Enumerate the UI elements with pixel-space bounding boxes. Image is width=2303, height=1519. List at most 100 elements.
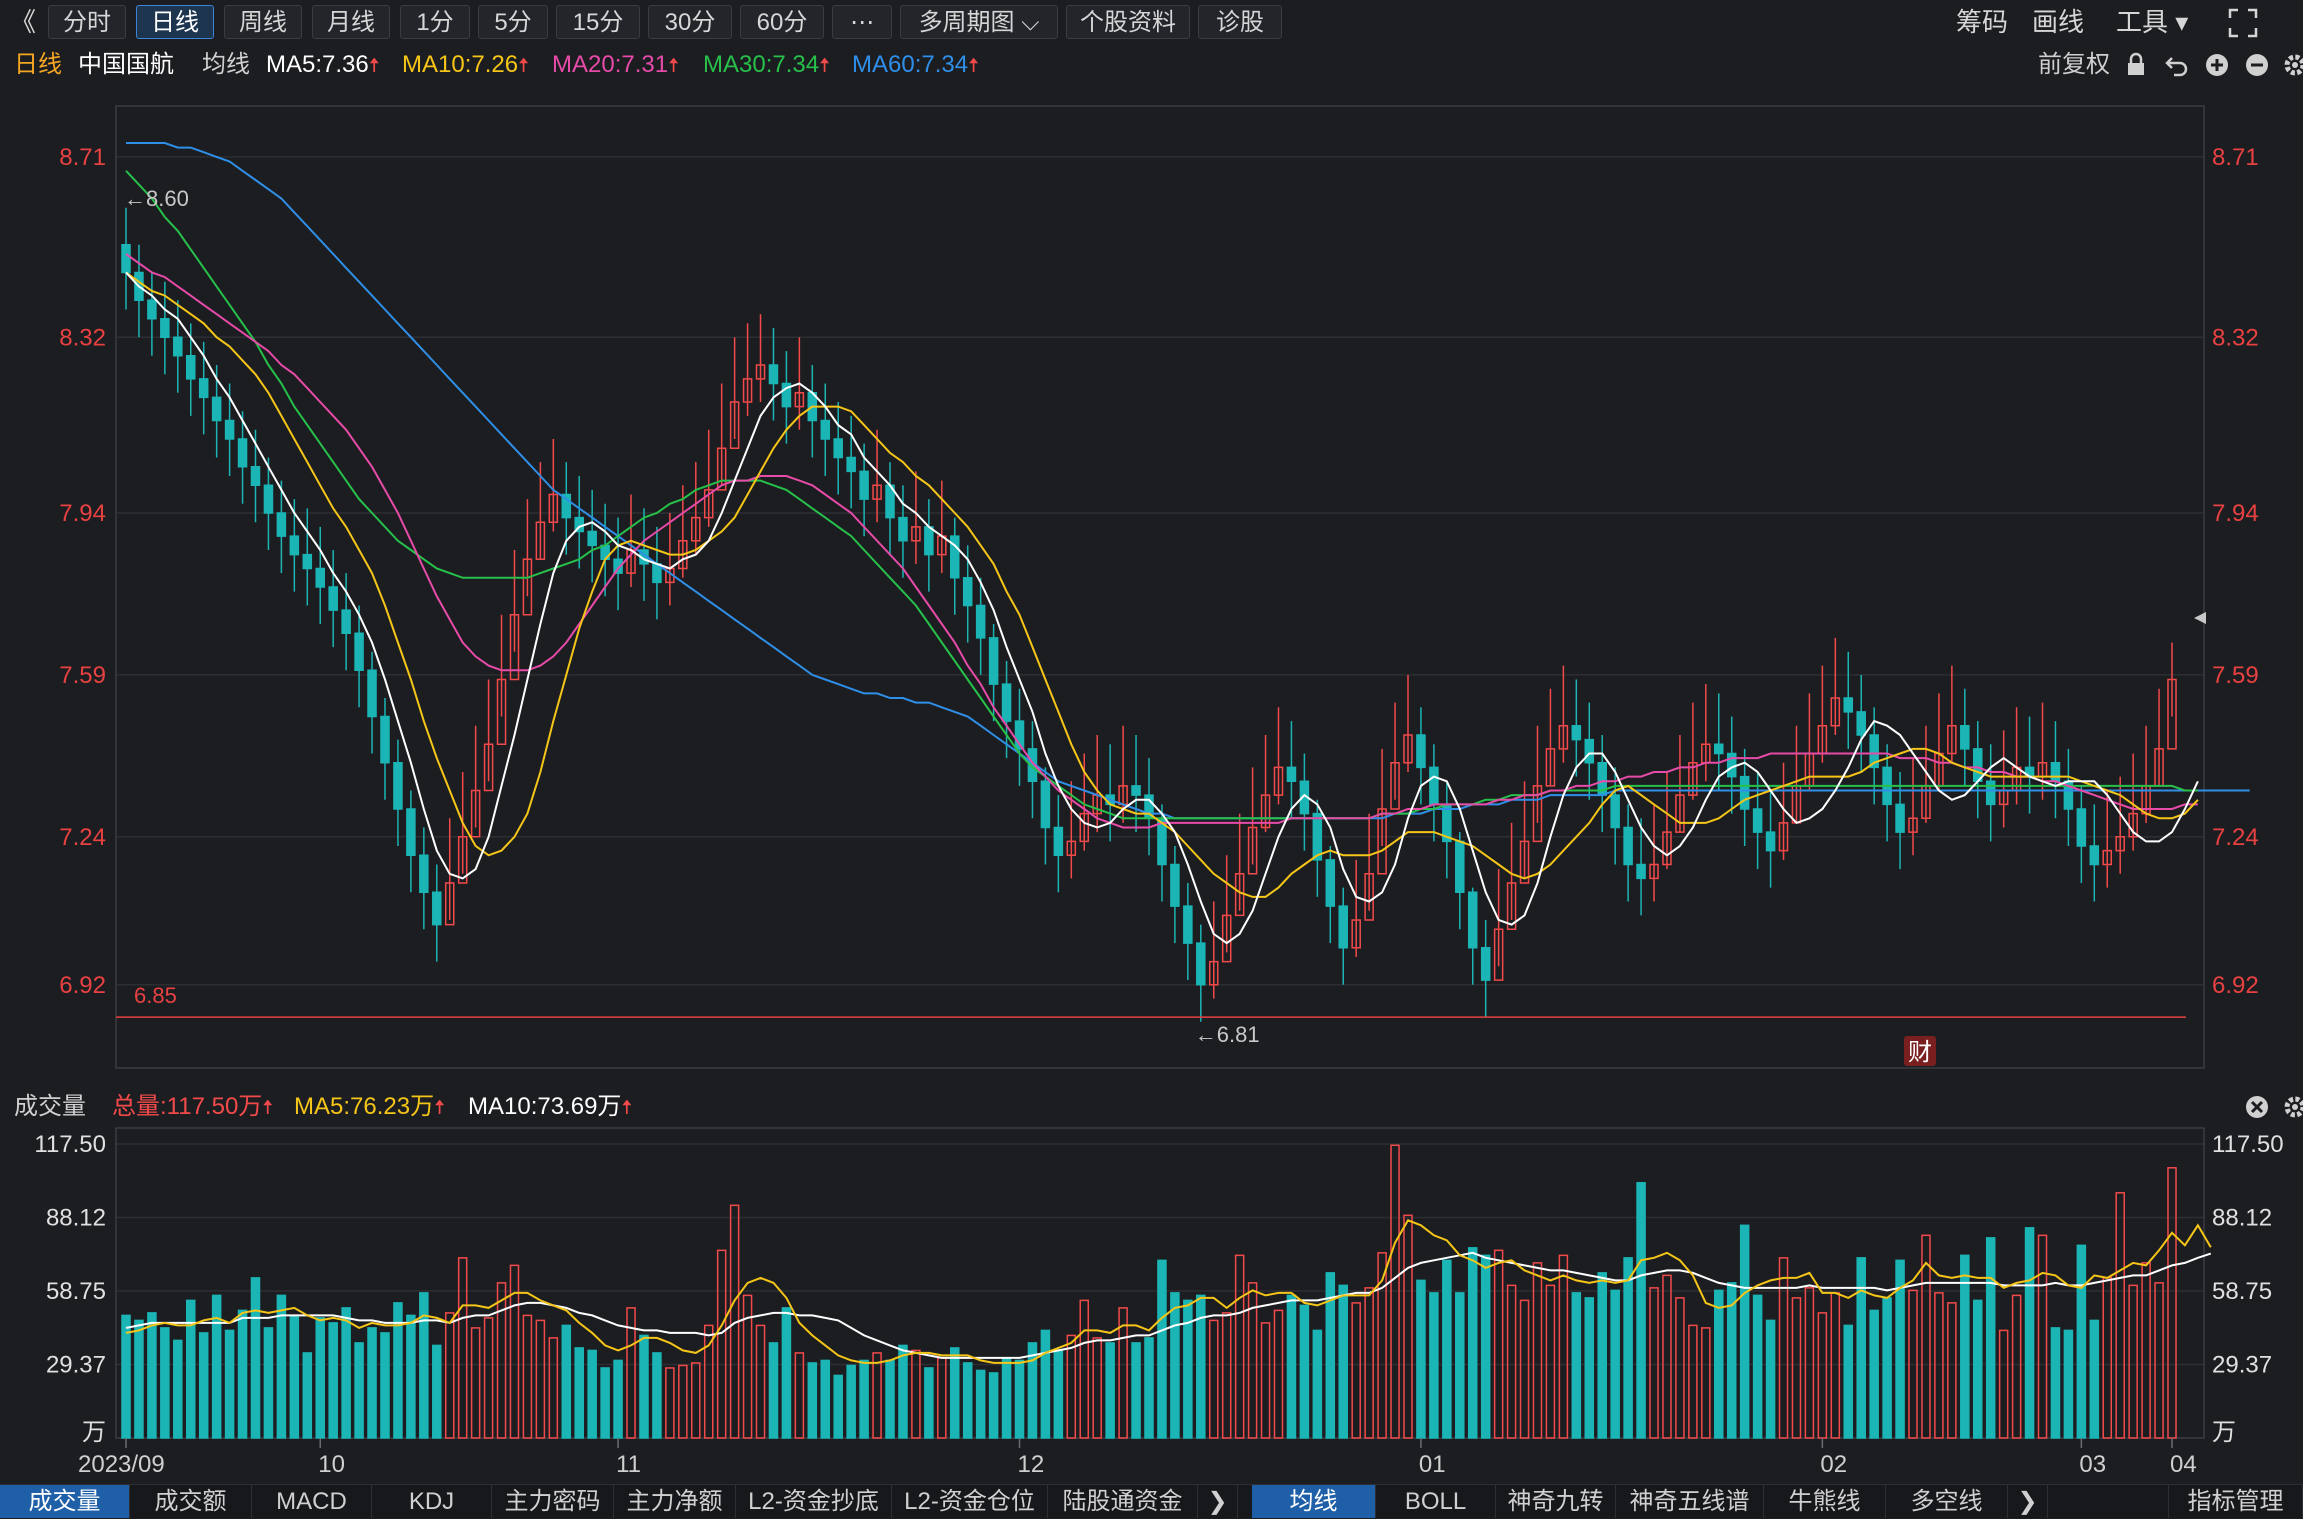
period-tab-fenshi[interactable]: 分时: [48, 5, 126, 39]
zoom-in-icon[interactable]: [2204, 52, 2230, 78]
candle: [1843, 651, 1854, 749]
tab-main-code[interactable]: 主力密码: [492, 1485, 614, 1518]
candle: [1662, 772, 1672, 870]
tab-long-short[interactable]: 多空线: [1886, 1485, 2008, 1518]
volume-axis-right: 117.50 88.12 58.75 29.37 万: [2212, 1131, 2284, 1446]
candle: [1040, 767, 1051, 865]
period-tab-weekly[interactable]: 周线: [224, 5, 302, 39]
volume-chart[interactable]: 117.50 88.12 58.75 29.37 万 117.50 88.12 58.75 2…: [0, 1126, 2303, 1484]
more-periods-button[interactable]: ⋯: [832, 5, 892, 39]
volume-axis-left: 117.50 88.12 58.75 29.37 万: [34, 1131, 106, 1446]
candle: [1247, 767, 1258, 875]
fin-badge[interactable]: 财: [1904, 1036, 1936, 1066]
candle: [1066, 781, 1077, 879]
volume-bar: [1351, 1302, 1361, 1439]
price-tick-label: 7.24: [2212, 824, 2259, 851]
tab-bull-bear[interactable]: 牛熊线: [1764, 1485, 1886, 1518]
candle: [1455, 832, 1465, 930]
date-tick-label: 12: [1018, 1451, 1045, 1478]
candle-body: [237, 438, 248, 468]
candle: [1001, 661, 1012, 759]
period-tab-5min[interactable]: 5分: [478, 5, 548, 39]
volume-bar: [1429, 1292, 1439, 1439]
volume-bar: [1739, 1224, 1750, 1439]
candle-body: [393, 762, 403, 810]
candle: [872, 429, 882, 523]
adjust-mode[interactable]: 前复权: [2038, 51, 2110, 78]
fullscreen-icon[interactable]: [2228, 8, 2258, 38]
volume-bar: [1934, 1292, 1944, 1439]
volume-bar: [147, 1312, 157, 1439]
tab-l2-bottom[interactable]: L2-资金抄底: [736, 1485, 892, 1518]
tab-td-nine[interactable]: 神奇九转: [1496, 1485, 1616, 1518]
close-icon[interactable]: [2244, 1094, 2270, 1120]
candle: [535, 462, 546, 560]
candle: [1947, 665, 1957, 763]
period-tab-15min[interactable]: 15分: [556, 5, 640, 39]
tab-boll[interactable]: BOLL: [1376, 1485, 1496, 1518]
chevron-right-icon[interactable]: ❯: [2008, 1485, 2048, 1518]
stock-profile-button[interactable]: 个股资料: [1066, 5, 1190, 39]
settings-icon[interactable]: [2282, 52, 2303, 78]
volume-bar: [1701, 1327, 1711, 1439]
volume-bar: [134, 1319, 144, 1439]
double-chevron-left-icon[interactable]: 《: [10, 7, 37, 37]
tab-main-net[interactable]: 主力净额: [614, 1485, 736, 1518]
tab-l2-position[interactable]: L2-资金仓位: [892, 1485, 1048, 1518]
draw-line-button[interactable]: 画线: [2032, 7, 2085, 37]
candle-body: [1545, 748, 1556, 787]
volume-bar: [1506, 1284, 1517, 1439]
lock-icon[interactable]: [2124, 52, 2148, 78]
volume-bar: [470, 1327, 481, 1439]
candle: [1584, 702, 1595, 800]
tab-kdj[interactable]: KDJ: [372, 1485, 492, 1518]
volume-bar: [962, 1362, 973, 1439]
candle-body: [1338, 905, 1349, 949]
volume-bar: [1027, 1342, 1038, 1439]
tab-macd[interactable]: MACD: [252, 1485, 372, 1518]
candle: [820, 383, 831, 476]
tools-dropdown[interactable]: 工具 ▾: [2116, 7, 2189, 37]
candle: [561, 462, 572, 555]
up-arrow-icon: 🠅: [621, 1097, 633, 1119]
candle-body: [1636, 863, 1646, 880]
candle-body: [1196, 942, 1206, 986]
diagnose-button[interactable]: 诊股: [1198, 5, 1282, 39]
tab-turnover[interactable]: 成交额: [130, 1485, 252, 1518]
volume-bar: [419, 1292, 429, 1439]
volume-bar: [2115, 1192, 2125, 1439]
undo-icon[interactable]: [2164, 52, 2190, 78]
period-tab-monthly[interactable]: 月线: [312, 5, 390, 39]
price-chart-frame: [115, 105, 2205, 1069]
volume-bar: [898, 1344, 908, 1439]
period-tab-1min[interactable]: 1分: [400, 5, 470, 39]
volume-bars: [121, 1144, 2177, 1439]
period-tab-60min[interactable]: 60分: [740, 5, 824, 39]
tab-northbound[interactable]: 陆股通资金: [1048, 1485, 1198, 1518]
indicator-manage-button[interactable]: 指标管理: [2168, 1485, 2303, 1518]
candle: [1416, 707, 1426, 805]
period-tab-30min[interactable]: 30分: [648, 5, 732, 39]
tab-volume[interactable]: 成交量: [0, 1485, 130, 1518]
candle: [1739, 748, 1750, 846]
tab-ma[interactable]: 均线: [1252, 1485, 1376, 1518]
volume-bar: [703, 1324, 714, 1439]
candle-body: [276, 512, 287, 537]
volume-bar: [522, 1314, 533, 1439]
date-tick-label: 04: [2170, 1451, 2197, 1478]
candle: [1856, 674, 1866, 772]
zoom-out-icon[interactable]: [2244, 52, 2270, 78]
tab-five-lines[interactable]: 神奇五线谱: [1616, 1485, 1764, 1518]
volume-bar: [1610, 1289, 1620, 1439]
volume-bar: [1882, 1297, 1892, 1439]
candle-body: [1571, 725, 1582, 741]
price-chart[interactable]: 8.71 8.32 7.94 7.59 7.24 6.92 8.71 8.32 7.94 7.5…: [0, 88, 2303, 1088]
period-tab-daily[interactable]: 日线: [136, 5, 214, 39]
chip-button[interactable]: 筹码: [1956, 7, 2009, 37]
volume-bar: [1170, 1292, 1180, 1439]
chevron-right-icon[interactable]: ❯: [1198, 1485, 1238, 1518]
settings-icon[interactable]: [2282, 1094, 2303, 1120]
indicator-name[interactable]: 均线: [202, 51, 250, 78]
multi-period-dropdown[interactable]: 多周期图 ⌵: [900, 5, 1058, 39]
candle-body: [988, 637, 999, 685]
